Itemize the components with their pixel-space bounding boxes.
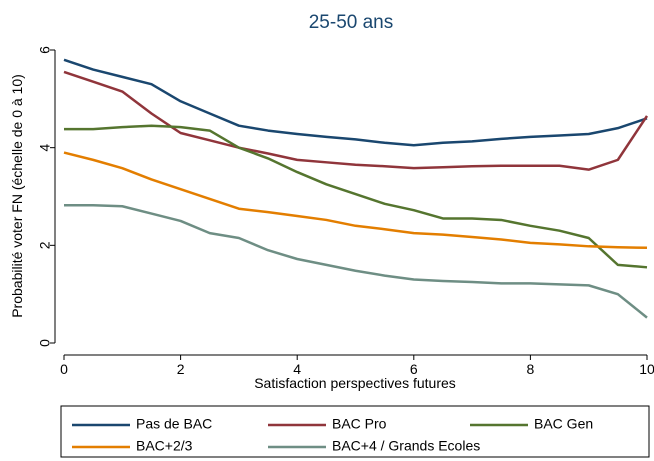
y-tick-label: 4: [37, 144, 53, 152]
chart-title: 25-50 ans: [309, 12, 394, 33]
legend-label: BAC Pro: [332, 416, 387, 432]
x-tick-label: 6: [410, 361, 418, 377]
legend-box: [60, 405, 650, 458]
series-line: [63, 70, 649, 171]
legend-label: Pas de BAC: [136, 416, 212, 432]
x-tick-label: 10: [639, 361, 654, 377]
x-tick-label: 4: [293, 361, 301, 377]
legend-label: BAC+2/3: [136, 438, 193, 454]
series-line: [64, 204, 648, 319]
x-tick-label: 2: [177, 361, 185, 377]
series-line: [63, 151, 648, 250]
x-axis-title: Satisfaction perspectives futures: [254, 375, 456, 391]
series-line: [63, 58, 648, 147]
y-tick-label: 2: [37, 241, 53, 249]
legend-label: BAC Gen: [534, 416, 593, 432]
y-axis-title: Probabilité voter FN (échelle de 0 à 10): [9, 74, 25, 318]
series-line: [64, 124, 648, 269]
x-tick-label: 0: [60, 361, 68, 377]
y-tick-label: 0: [37, 339, 53, 347]
y-tick-label: 6: [37, 46, 53, 54]
legend-label: BAC+4 / Grands Ecoles: [332, 438, 480, 454]
x-tick-label: 8: [527, 361, 535, 377]
